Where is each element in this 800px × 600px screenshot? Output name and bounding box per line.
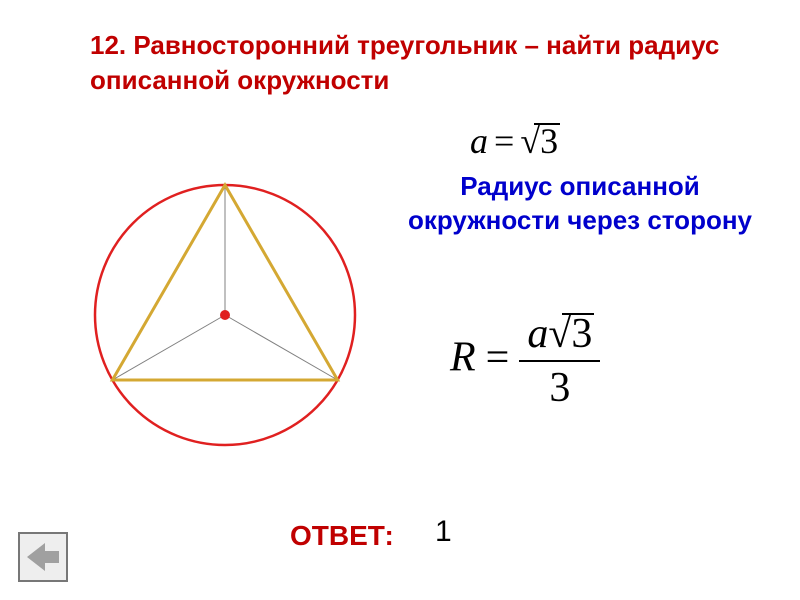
geometry-diagram — [80, 160, 370, 450]
problem-title: 12. Равносторонний треугольник – найти р… — [90, 28, 740, 98]
answer-value: 1 — [435, 515, 452, 549]
sqrt-symbol: √3 — [520, 120, 558, 162]
equals-sign: = — [486, 335, 510, 381]
back-arrow-icon — [27, 543, 59, 571]
center-dot — [220, 310, 230, 320]
denominator: 3 — [519, 362, 600, 412]
radius-line-2 — [225, 315, 338, 380]
back-button[interactable] — [18, 532, 68, 582]
num-var: a — [527, 311, 548, 357]
equals-sign: = — [494, 121, 514, 161]
var-R: R — [450, 335, 476, 381]
subtitle: Радиус описанной окружности через сторон… — [400, 170, 760, 238]
var-a: a — [470, 121, 488, 161]
radius-line-3 — [112, 315, 225, 380]
radicand: 3 — [571, 311, 592, 357]
side-formula: a=√3 — [470, 120, 558, 162]
sqrt-symbol: √3 — [548, 310, 592, 358]
radius-formula: R=a√33 — [450, 310, 600, 412]
fraction: a√33 — [519, 310, 600, 412]
radicand: 3 — [540, 121, 558, 161]
arrow-shape — [27, 543, 59, 571]
answer-label: ОТВЕТ: — [290, 520, 394, 552]
